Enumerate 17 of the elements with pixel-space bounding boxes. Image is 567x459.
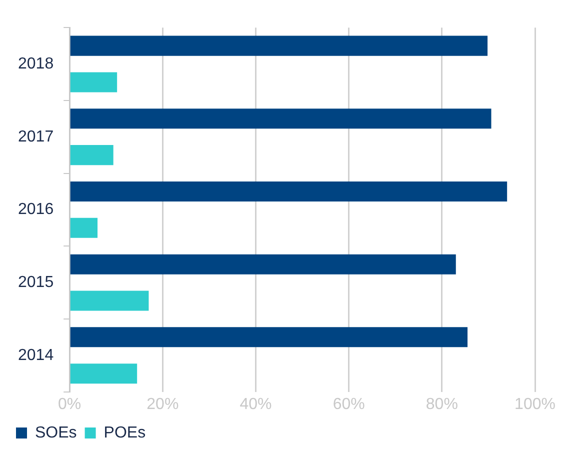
bar	[70, 364, 138, 384]
bar	[70, 145, 114, 166]
bar	[70, 218, 98, 238]
y-tick-label: 2017	[18, 128, 54, 146]
bar	[70, 36, 488, 56]
y-tick-label: 2014	[18, 346, 54, 364]
bar	[70, 290, 149, 311]
bar	[70, 108, 492, 129]
y-tick-label: 2015	[18, 274, 54, 291]
bar	[70, 181, 508, 202]
legend-label: POEs	[104, 424, 146, 442]
y-tick-label: 2016	[18, 201, 54, 218]
y-tick-label: 2018	[18, 55, 54, 72]
bar	[70, 254, 456, 274]
legend-label: SOEs	[35, 424, 77, 442]
bar	[70, 72, 118, 92]
bar	[70, 327, 468, 348]
